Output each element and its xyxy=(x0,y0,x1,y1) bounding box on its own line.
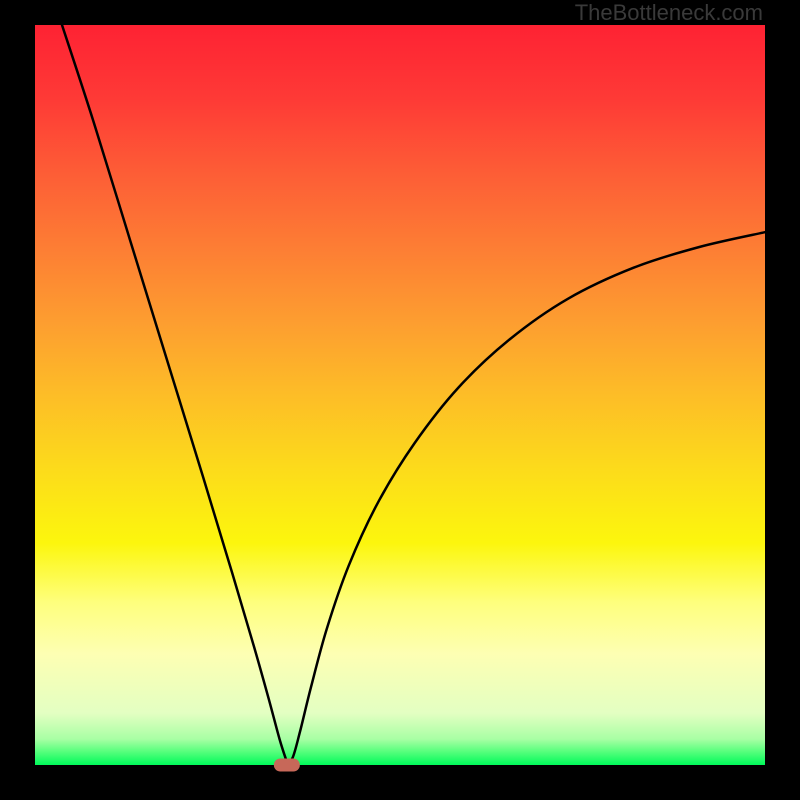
watermark-text: TheBottleneck.com xyxy=(575,0,763,25)
optimal-point-marker xyxy=(274,759,300,772)
plot-background-gradient xyxy=(35,25,765,765)
bottleneck-chart: TheBottleneck.com xyxy=(0,0,800,800)
